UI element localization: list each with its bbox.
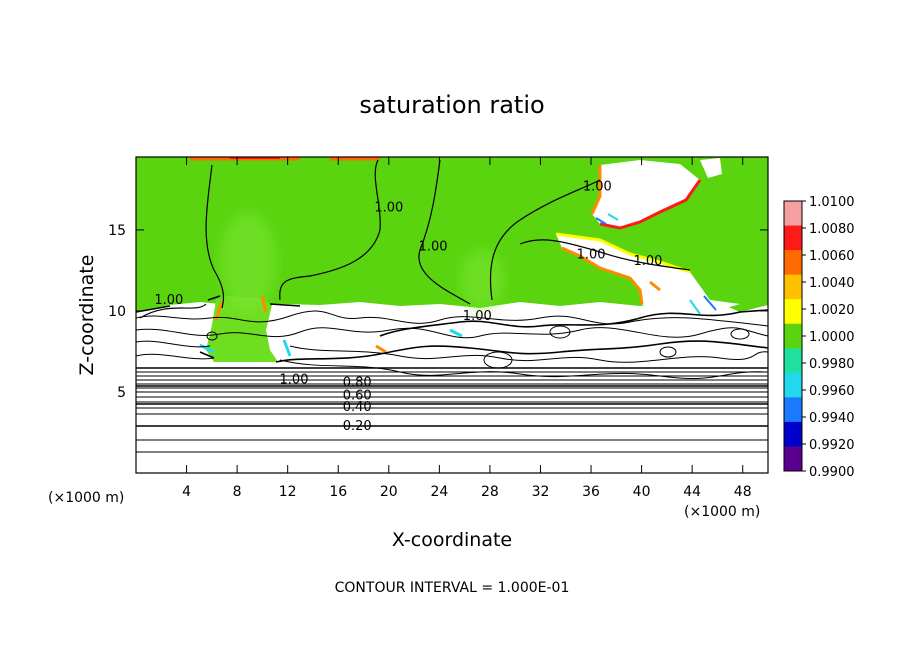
colorbar-label: 1.0020: [809, 303, 855, 318]
column-highlight-2: [460, 250, 504, 310]
x-unit-right: (×1000 m): [684, 504, 760, 520]
dry-band: [556, 234, 740, 318]
x-tick-label: 16: [329, 484, 347, 500]
contour-1-00-f: [139, 303, 207, 319]
colorbar-swatch: [784, 446, 802, 472]
contour-1-00-d: [489, 179, 601, 301]
contour-1-00-a: [205, 164, 225, 309]
x-tick-label: 20: [380, 484, 398, 500]
plot-frame: [135, 156, 769, 474]
x-tick-label: 28: [481, 484, 499, 500]
contour-label: 0.40: [343, 400, 372, 415]
contour-1-00-b: [279, 159, 381, 301]
colorbar-swatch: [784, 372, 802, 398]
contour-label: 1.00: [577, 247, 606, 262]
x-axis-label: X-coordinate: [392, 529, 512, 551]
colorbar-swatch: [784, 299, 802, 325]
colorbar-swatch: [784, 274, 802, 300]
x-tick-label: 44: [683, 484, 701, 500]
y-tick-label: 15: [108, 223, 126, 239]
dry-intrusion: [592, 160, 700, 228]
edge-cyan: [607, 213, 701, 315]
x-tick-label: 48: [734, 484, 752, 500]
y-tick-label: 5: [117, 385, 126, 401]
colorbar-label: 1.0080: [809, 222, 855, 237]
colorbar-label: 1.0000: [809, 330, 855, 345]
cloud-column: [206, 296, 278, 362]
colorbar-swatch: [784, 250, 802, 276]
colorbar-label: 0.9940: [809, 411, 855, 426]
colorbar-swatch: [784, 421, 802, 447]
contour-thick: [136, 295, 768, 363]
contour-label: 1.00: [419, 239, 448, 254]
x-tick-label: 40: [633, 484, 651, 500]
contour-interval: CONTOUR INTERVAL = 1.000E-01: [335, 580, 570, 596]
contour-label: 0.60: [343, 388, 372, 403]
contour-label: 1.00: [154, 293, 183, 308]
contour-wavy: [136, 310, 768, 379]
plot-area: [136, 157, 768, 473]
colorbar-label: 1.0060: [809, 249, 855, 264]
colorbar-label: 1.0040: [809, 276, 855, 291]
x-tick-label: 24: [430, 484, 448, 500]
cloud-blob: [549, 325, 571, 339]
y-axis: 5 10 15: [108, 223, 768, 401]
colorbar-label: 1.0100: [809, 195, 855, 210]
colorbar-swatch: [784, 348, 802, 374]
contour-1-00-e: [519, 239, 691, 271]
x-tick-label: 36: [582, 484, 600, 500]
y-tick-label: 10: [108, 304, 126, 320]
y-axis-label: Z-coordinate: [76, 255, 98, 376]
strata-thick: [136, 367, 768, 427]
contour-1-00-c: [418, 159, 471, 305]
x-tick-label: 12: [279, 484, 297, 500]
column-highlight: [220, 212, 276, 312]
colorbar-label: 0.9960: [809, 384, 855, 399]
colorbar-swatch: [784, 225, 802, 251]
contour-label: 1.00: [280, 372, 309, 387]
dry-patch: [700, 158, 722, 178]
fleck-orange: [214, 280, 661, 354]
colorbar-swatch: [784, 323, 802, 349]
colorbar: 1.0100 1.0080 1.0060 1.0040 1.0020 1.0000 0.99…: [783, 195, 855, 480]
cloud-blob: [659, 346, 677, 358]
x-tick-label: 4: [182, 484, 191, 500]
edge-red: [599, 179, 702, 230]
colorbar-swatch: [784, 201, 802, 227]
x-unit-left: (×1000 m): [48, 490, 124, 506]
edge-orange: [561, 165, 644, 305]
contour-label: 1.00: [374, 200, 403, 215]
colorbar-label: 0.9900: [809, 465, 855, 480]
colorbar-label: 0.9920: [809, 438, 855, 453]
chart-title: saturation ratio: [359, 91, 544, 119]
edge-blue: [595, 217, 717, 311]
edge-yellow: [555, 232, 691, 274]
cloud-blob: [206, 331, 218, 341]
contour-label: 0.20: [343, 419, 372, 434]
contour-label: 1.00: [463, 309, 492, 324]
strata-lines: [136, 371, 768, 453]
colorbar-swatch: [784, 397, 802, 423]
cloud-blob: [483, 351, 513, 369]
x-tick-label: 32: [532, 484, 550, 500]
contour-label: 1.00: [633, 254, 662, 269]
cloud-blob: [730, 328, 750, 340]
contour-label: 0.80: [343, 375, 372, 390]
contour-label: 1.00: [583, 179, 612, 194]
colorbar-label: 0.9980: [809, 357, 855, 372]
x-axis: 4 8 12 16 20 24 28 32 36 40 44 48: [182, 157, 752, 500]
contour-labels: 1.00 1.00 1.00 1.00 1.00 1.00 1.00 1.00 0.800.60…: [154, 179, 662, 434]
x-tick-label: 8: [233, 484, 242, 500]
